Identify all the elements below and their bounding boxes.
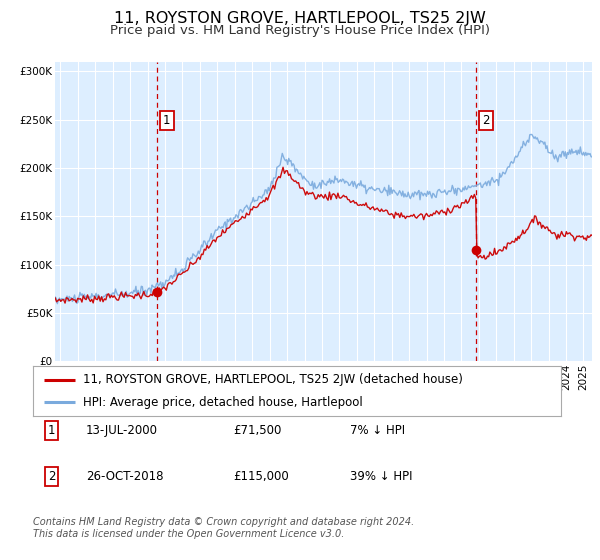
Text: Contains HM Land Registry data © Crown copyright and database right 2024.
This d: Contains HM Land Registry data © Crown c… [33, 517, 414, 539]
Text: 1: 1 [163, 114, 170, 127]
Text: 13-JUL-2000: 13-JUL-2000 [86, 424, 158, 437]
Text: 1: 1 [48, 424, 55, 437]
Text: £115,000: £115,000 [233, 470, 289, 483]
Text: Price paid vs. HM Land Registry's House Price Index (HPI): Price paid vs. HM Land Registry's House … [110, 24, 490, 36]
Text: HPI: Average price, detached house, Hartlepool: HPI: Average price, detached house, Hart… [83, 396, 363, 409]
Text: £71,500: £71,500 [233, 424, 282, 437]
Text: 7% ↓ HPI: 7% ↓ HPI [350, 424, 405, 437]
Text: 26-OCT-2018: 26-OCT-2018 [86, 470, 163, 483]
Text: 39% ↓ HPI: 39% ↓ HPI [350, 470, 412, 483]
Text: 2: 2 [48, 470, 55, 483]
Text: 11, ROYSTON GROVE, HARTLEPOOL, TS25 2JW (detached house): 11, ROYSTON GROVE, HARTLEPOOL, TS25 2JW … [83, 373, 463, 386]
Text: 11, ROYSTON GROVE, HARTLEPOOL, TS25 2JW: 11, ROYSTON GROVE, HARTLEPOOL, TS25 2JW [114, 11, 486, 26]
Text: 2: 2 [482, 114, 490, 127]
